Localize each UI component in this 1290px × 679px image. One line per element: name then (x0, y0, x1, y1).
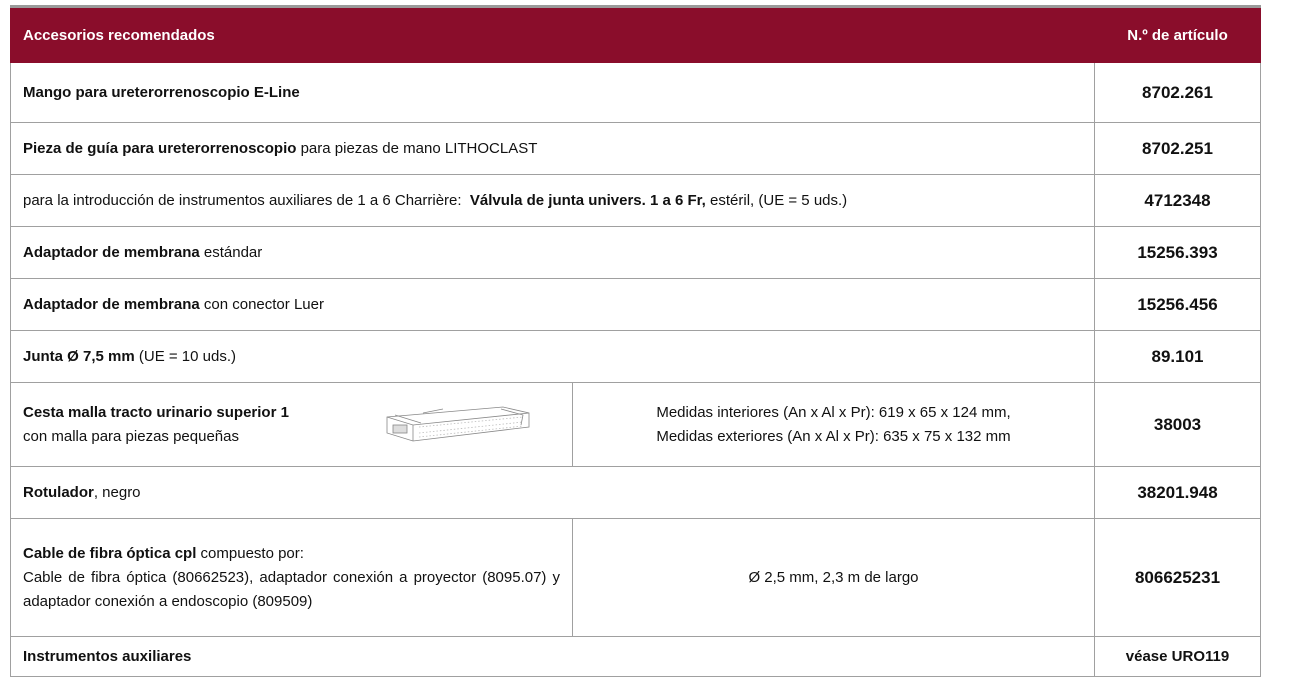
details-cell: Medidas interiores (An x Al x Pr): 619 x… (572, 382, 1095, 467)
item-cell: Pieza de guía para ureterorrenoscopio pa… (10, 122, 1095, 175)
article-number: 15256.456 (1094, 278, 1261, 331)
item-name: Cesta malla tracto urinario superior 1 (23, 403, 289, 421)
item-name: Válvula de junta univers. 1 a 6 Fr, (469, 192, 706, 209)
details-cell: Ø 2,5 mm, 2,3 m de largo (572, 518, 1095, 637)
row: Cesta malla tracto urinario superior 1 c… (10, 382, 1261, 467)
row: Junta Ø 7,5 mm (UE = 10 uds.) 89.101 (10, 330, 1261, 383)
item-detail: Ø 2,5 mm, 2,3 m de largo (748, 568, 919, 586)
article-number: 4712348 (1094, 174, 1261, 227)
row: Adaptador de membrana estándar 15256.393 (10, 226, 1261, 279)
item-name: Junta Ø 7,5 mm (23, 348, 135, 365)
article-number: 15256.393 (1094, 226, 1261, 279)
row: Instrumentos auxiliares véase URO119 (10, 636, 1261, 677)
item-description: para piezas de mano LITHOCLAST (300, 140, 538, 157)
article-number: 89.101 (1094, 330, 1261, 383)
item-cell: Mango para ureterorrenoscopio E-Line (10, 62, 1095, 123)
basket-image (386, 406, 530, 442)
row: Mango para ureterorrenoscopio E-Line 870… (10, 62, 1261, 123)
article-number: 8702.251 (1094, 122, 1261, 175)
item-description: con conector Luer (203, 296, 324, 313)
item-detail: Medidas interiores (An x Al x Pr): 619 x… (656, 403, 1011, 421)
item-cell: Cesta malla tracto urinario superior 1 c… (10, 382, 573, 467)
item-cell: Adaptador de membrana con conector Luer (10, 278, 1095, 331)
item-description: (UE = 10 uds.) (138, 348, 237, 365)
row: Rotulador, negro 38201.948 (10, 466, 1261, 519)
accessories-table: Accesorios recomendados N.º de artículo … (10, 8, 1261, 677)
item-cell: Cable de fibra óptica cpl compuesto por:… (10, 518, 573, 637)
item-description: compuesto por: (200, 544, 304, 562)
item-cell: para la introducción de instrumentos aux… (10, 174, 1095, 227)
item-cell: Instrumentos auxiliares (10, 636, 1095, 677)
article-number: 38201.948 (1094, 466, 1261, 519)
item-description: , negro (93, 484, 141, 501)
item-prefix: para la introducción de instrumentos aux… (23, 192, 462, 209)
item-name: Cable de fibra óptica cpl (23, 544, 197, 562)
header-article: N.º de artículo (1094, 8, 1261, 63)
table-container: Accesorios recomendados N.º de artículo … (10, 5, 1261, 677)
item-name: Instrumentos auxiliares (23, 648, 192, 665)
row: Cable de fibra óptica cpl compuesto por:… (10, 518, 1261, 637)
item-description: con malla para piezas pequeñas (23, 427, 239, 445)
item-name: Rotulador (23, 484, 94, 501)
article-number: 8702.261 (1094, 62, 1261, 123)
item-cell: Adaptador de membrana estándar (10, 226, 1095, 279)
row: Adaptador de membrana con conector Luer … (10, 278, 1261, 331)
item-name: Mango para ureterorrenoscopio E-Line (23, 84, 300, 101)
item-description: estéril, (UE = 5 uds.) (710, 192, 848, 209)
header-title: Accesorios recomendados (10, 8, 1095, 63)
item-name: Adaptador de membrana (23, 296, 200, 313)
article-number: 38003 (1094, 382, 1261, 467)
item-detail: Medidas exteriores (An x Al x Pr): 635 x… (656, 427, 1011, 445)
item-components: Cable de fibra óptica (80662523), adapta… (23, 568, 560, 610)
row: para la introducción de instrumentos aux… (10, 174, 1261, 227)
item-cell: Rotulador, negro (10, 466, 1095, 519)
header-row: Accesorios recomendados N.º de artículo (10, 8, 1261, 63)
item-name: Pieza de guía para ureterorrenoscopio (23, 140, 297, 157)
item-description: estándar (203, 244, 263, 261)
item-name: Adaptador de membrana (23, 244, 200, 261)
item-cell: Junta Ø 7,5 mm (UE = 10 uds.) (10, 330, 1095, 383)
article-number: véase URO119 (1094, 636, 1261, 677)
article-number: 806625231 (1094, 518, 1261, 637)
row: Pieza de guía para ureterorrenoscopio pa… (10, 122, 1261, 175)
